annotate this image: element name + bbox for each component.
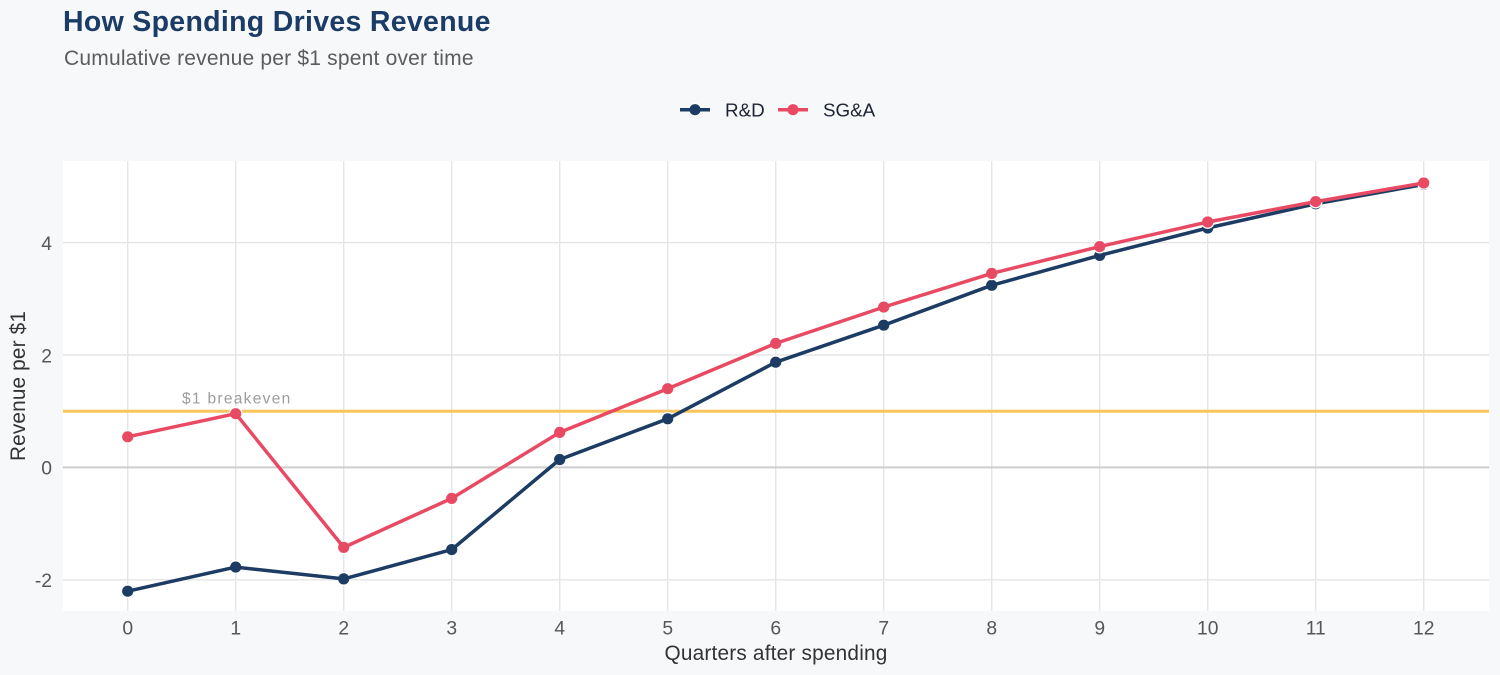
svg-text:2: 2 xyxy=(338,619,349,640)
svg-text:2: 2 xyxy=(41,346,52,367)
svg-text:Quarters after spending: Quarters after spending xyxy=(664,642,887,665)
svg-text:8: 8 xyxy=(986,619,997,640)
svg-text:7: 7 xyxy=(878,619,889,640)
svg-text:R&D: R&D xyxy=(725,99,765,120)
svg-text:9: 9 xyxy=(1094,619,1105,640)
svg-text:4: 4 xyxy=(554,619,565,640)
svg-text:How Spending Drives Revenue: How Spending Drives Revenue xyxy=(63,6,491,38)
svg-text:Cumulative revenue per $1 spen: Cumulative revenue per $1 spent over tim… xyxy=(64,47,474,70)
svg-text:11: 11 xyxy=(1306,619,1326,640)
svg-text:$1 breakeven: $1 breakeven xyxy=(182,391,292,408)
svg-text:1: 1 xyxy=(230,619,241,640)
svg-text:SG&A: SG&A xyxy=(823,99,876,120)
svg-text:12: 12 xyxy=(1413,619,1434,640)
svg-text:5: 5 xyxy=(662,619,673,640)
svg-text:4: 4 xyxy=(41,234,52,255)
svg-text:Revenue per $1: Revenue per $1 xyxy=(7,311,30,461)
svg-text:0: 0 xyxy=(41,459,52,480)
svg-text:-2: -2 xyxy=(35,571,52,592)
svg-text:0: 0 xyxy=(122,619,133,640)
svg-text:3: 3 xyxy=(446,619,457,640)
svg-text:6: 6 xyxy=(770,619,781,640)
svg-text:10: 10 xyxy=(1197,619,1218,640)
